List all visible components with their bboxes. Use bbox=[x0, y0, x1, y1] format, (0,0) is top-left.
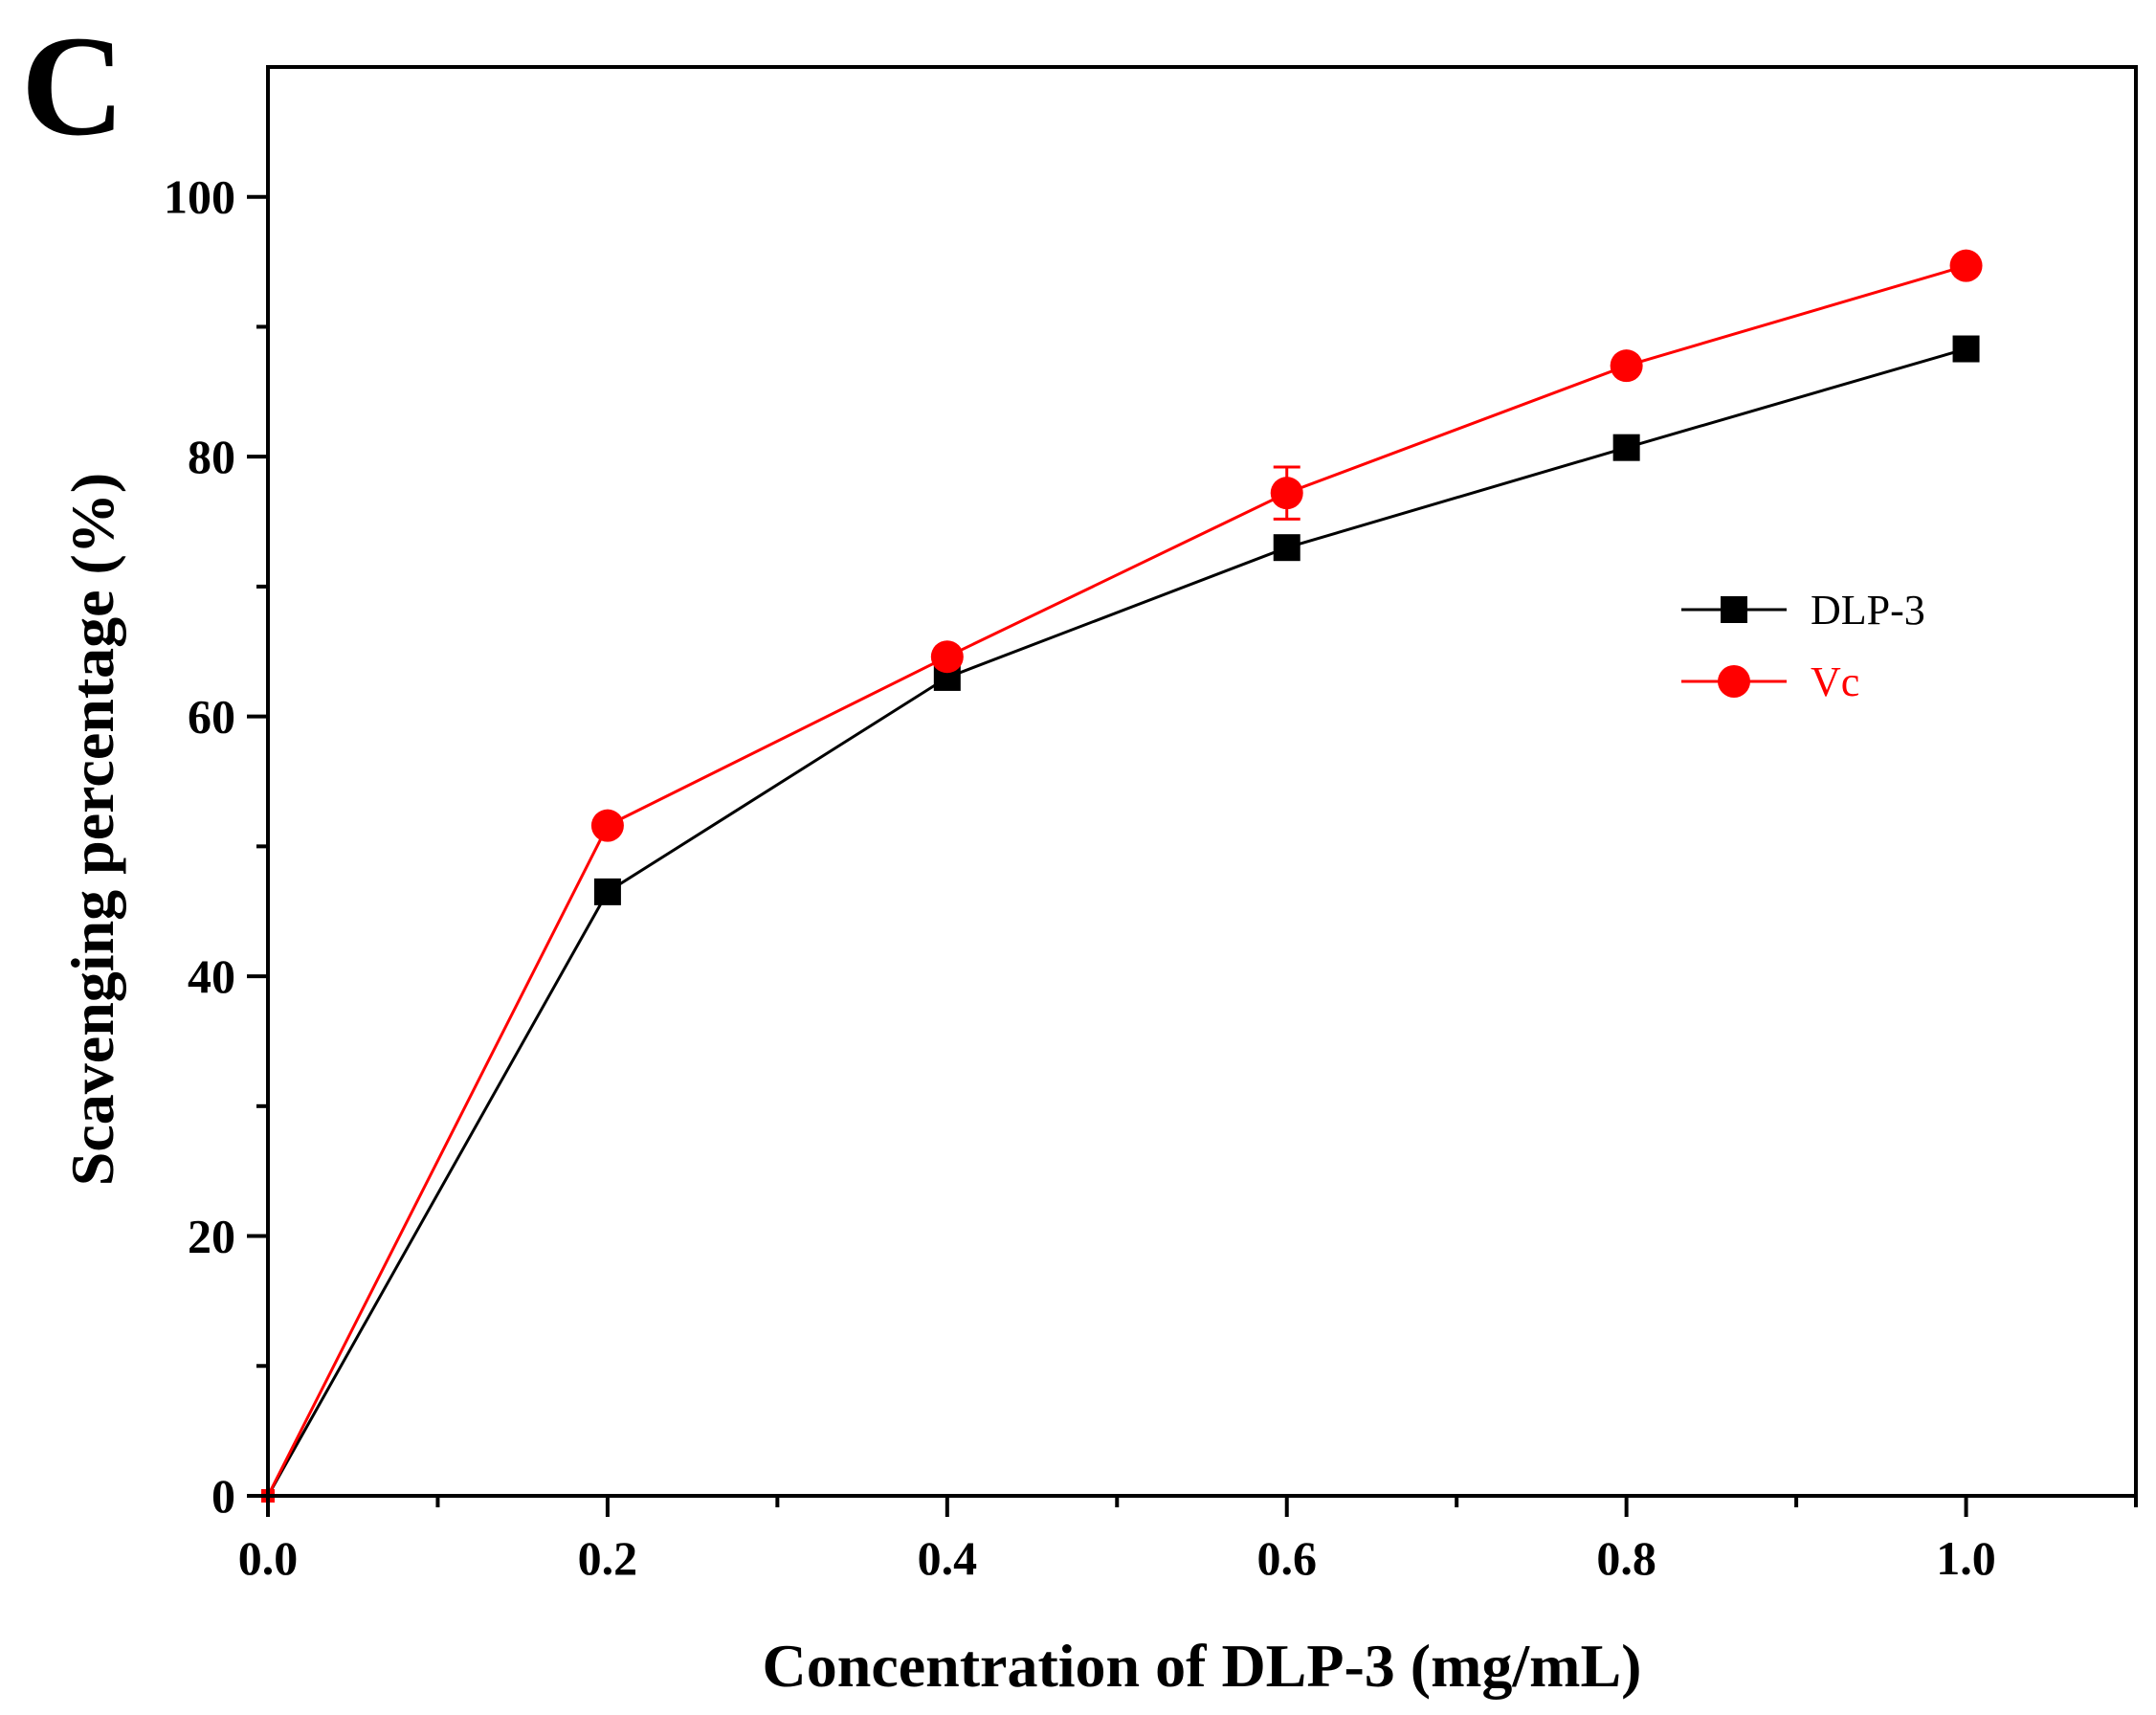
data-point-dlp-3 bbox=[1952, 335, 1980, 363]
data-point-vc bbox=[590, 809, 624, 842]
y-tick-label: 40 bbox=[188, 949, 235, 1003]
plot-area-frame bbox=[266, 65, 2138, 1498]
legend-item-vc: Vc bbox=[1681, 658, 1859, 705]
y-tick-label: 20 bbox=[188, 1210, 235, 1263]
y-tick-label: 60 bbox=[188, 690, 235, 744]
legend-item-dlp-3: DLP-3 bbox=[1681, 587, 1925, 634]
legend: DLP-3 Vc bbox=[1681, 587, 1925, 705]
x-tick-label: 0.8 bbox=[1596, 1531, 1656, 1585]
y-tick-label: 0 bbox=[211, 1469, 235, 1523]
data-point-vc bbox=[1949, 249, 1983, 282]
y-tick-label: 100 bbox=[164, 170, 235, 224]
data-point-dlp-3 bbox=[1612, 434, 1640, 461]
y-axis-title: Scavenging percentage (%) bbox=[58, 473, 126, 1186]
data-point-vc bbox=[930, 640, 964, 674]
data-point-vc bbox=[1610, 349, 1643, 383]
x-tick-label: 1.0 bbox=[1936, 1531, 1996, 1585]
panel-label: C bbox=[21, 7, 124, 166]
series-layer bbox=[261, 249, 1983, 1503]
x-tick-label: 0.2 bbox=[578, 1531, 638, 1585]
x-axis-title: Concentration of DLP-3 (mg/mL) bbox=[763, 1632, 1642, 1700]
axis-ticks: 0.0 0.2 0.4 0.6 0.8 1.0 0 20 40 60 80 100 bbox=[164, 170, 2138, 1585]
legend-label-dlp-3: DLP-3 bbox=[1811, 587, 1925, 634]
y-tick-label: 80 bbox=[188, 430, 235, 483]
x-tick-label: 0.6 bbox=[1256, 1531, 1317, 1585]
data-point-dlp-3 bbox=[593, 878, 621, 905]
data-point-vc bbox=[1270, 477, 1303, 510]
x-tick-label: 0.4 bbox=[918, 1531, 978, 1585]
data-point-dlp-3 bbox=[1273, 534, 1300, 562]
x-tick-label: 0.0 bbox=[238, 1531, 299, 1585]
legend-label-vc: Vc bbox=[1811, 658, 1859, 705]
series-line-dlp-3 bbox=[266, 347, 1967, 1497]
series-line-vc bbox=[266, 264, 1967, 1497]
legend-marker-vc bbox=[1718, 665, 1750, 698]
legend-marker-dlp-3 bbox=[1721, 596, 1747, 623]
